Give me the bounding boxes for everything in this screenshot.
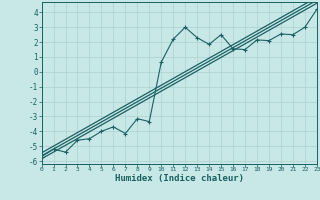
X-axis label: Humidex (Indice chaleur): Humidex (Indice chaleur)	[115, 174, 244, 183]
